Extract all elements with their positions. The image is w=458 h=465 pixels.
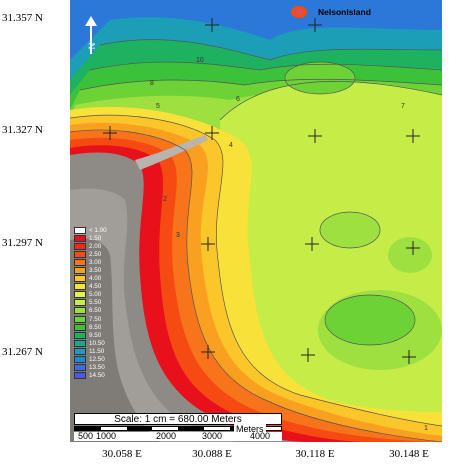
legend-swatch — [74, 331, 86, 339]
latitude-label: 31.357 N — [2, 12, 43, 24]
legend-label: 5.50 — [89, 299, 102, 307]
legend-item: 2.50 — [74, 250, 120, 258]
legend-swatch — [74, 356, 86, 364]
legend-label: < 1.00 — [89, 226, 107, 234]
contour-map-svg — [70, 0, 442, 442]
scale-bar-box: Scale: 1 cm = 680.00 Meters Meters 500 1… — [74, 413, 282, 441]
legend-swatch — [74, 372, 86, 380]
legend-label: 4.50 — [89, 283, 102, 291]
legend-swatch — [74, 267, 86, 275]
legend-item: 8.50 — [74, 323, 120, 331]
longitude-label: 30.148 E — [389, 448, 429, 460]
legend-item: 11.50 — [74, 347, 120, 355]
legend-item: < 1.00 — [74, 226, 120, 234]
longitude-label: 30.088 E — [192, 448, 232, 460]
depth-legend: < 1.00 1.50 2.00 2.50 3.00 3.50 4.00 4.50 5.00 5.… — [74, 226, 120, 380]
legend-label: 2.00 — [89, 242, 102, 250]
scale-tick: 3000 — [202, 431, 223, 441]
grid-crosses — [103, 18, 420, 364]
legend-swatch — [74, 258, 86, 266]
legend-label: 2.50 — [89, 250, 102, 258]
legend-swatch — [74, 250, 86, 258]
legend-swatch — [74, 323, 86, 331]
legend-swatch — [74, 364, 86, 372]
scale-units: Meters — [234, 424, 266, 434]
legend-item: 6.50 — [74, 307, 120, 315]
legend-label: 10.50 — [89, 339, 105, 347]
legend-label: 7.50 — [89, 315, 102, 323]
legend-swatch — [74, 347, 86, 355]
legend-label: 1.50 — [89, 234, 102, 242]
legend-swatch — [74, 291, 86, 299]
legend-label: 14.50 — [89, 372, 105, 380]
legend-label: 3.00 — [89, 258, 102, 266]
legend-item: 5.00 — [74, 291, 120, 299]
legend-label: 11.50 — [89, 347, 105, 355]
legend-item: 9.50 — [74, 331, 120, 339]
longitude-label: 30.118 E — [295, 448, 335, 460]
legend-item: 4.50 — [74, 283, 120, 291]
scale-tick: 1000 — [96, 431, 117, 441]
latitude-label: 31.327 N — [2, 124, 43, 136]
legend-item: 2.00 — [74, 242, 120, 250]
scale-tick: 4000 — [250, 431, 271, 441]
legend-item: 3.00 — [74, 258, 120, 266]
scale-tick: 2000 — [156, 431, 177, 441]
legend-swatch — [74, 275, 86, 283]
legend-label: 9.50 — [89, 331, 102, 339]
legend-item: 10.50 — [74, 339, 120, 347]
longitude-label: 30.058 E — [102, 448, 142, 460]
contour-map — [70, 0, 442, 442]
legend-item: 4.00 — [74, 275, 120, 283]
north-arrow-icon: N — [85, 16, 97, 54]
legend-swatch — [74, 242, 86, 250]
legend-swatch — [74, 307, 86, 315]
legend-item: 5.50 — [74, 299, 120, 307]
latitude-label: 31.297 N — [2, 237, 43, 249]
legend-swatch — [74, 299, 86, 307]
legend-item: 1.50 — [74, 234, 120, 242]
legend-swatch — [74, 315, 86, 323]
legend-swatch — [74, 283, 86, 291]
scale-ticks: 500 1000 2000 3000 4000 — [74, 432, 282, 441]
legend-item: 7.50 — [74, 315, 120, 323]
legend-swatch — [74, 234, 86, 242]
legend-label: 8.50 — [89, 323, 102, 331]
scale-tick: 500 — [78, 431, 94, 441]
latitude-label: 31.267 N — [2, 346, 43, 358]
legend-label: 6.50 — [89, 307, 102, 315]
legend-item: 13.50 — [74, 364, 120, 372]
legend-label: 13.50 — [89, 364, 105, 372]
legend-label: 12.50 — [89, 356, 105, 364]
island-label: NelsonIsland — [318, 7, 371, 17]
legend-swatch — [74, 339, 86, 347]
north-symbol: N — [87, 43, 97, 50]
legend-item: 12.50 — [74, 356, 120, 364]
legend-item: 14.50 — [74, 372, 120, 380]
legend-label: 5.00 — [89, 291, 102, 299]
legend-swatch — [74, 226, 86, 234]
legend-label: 3.50 — [89, 267, 102, 275]
legend-label: 4.00 — [89, 275, 102, 283]
legend-item: 3.50 — [74, 266, 120, 275]
scale-title: Scale: 1 cm = 680.00 Meters — [74, 413, 282, 425]
